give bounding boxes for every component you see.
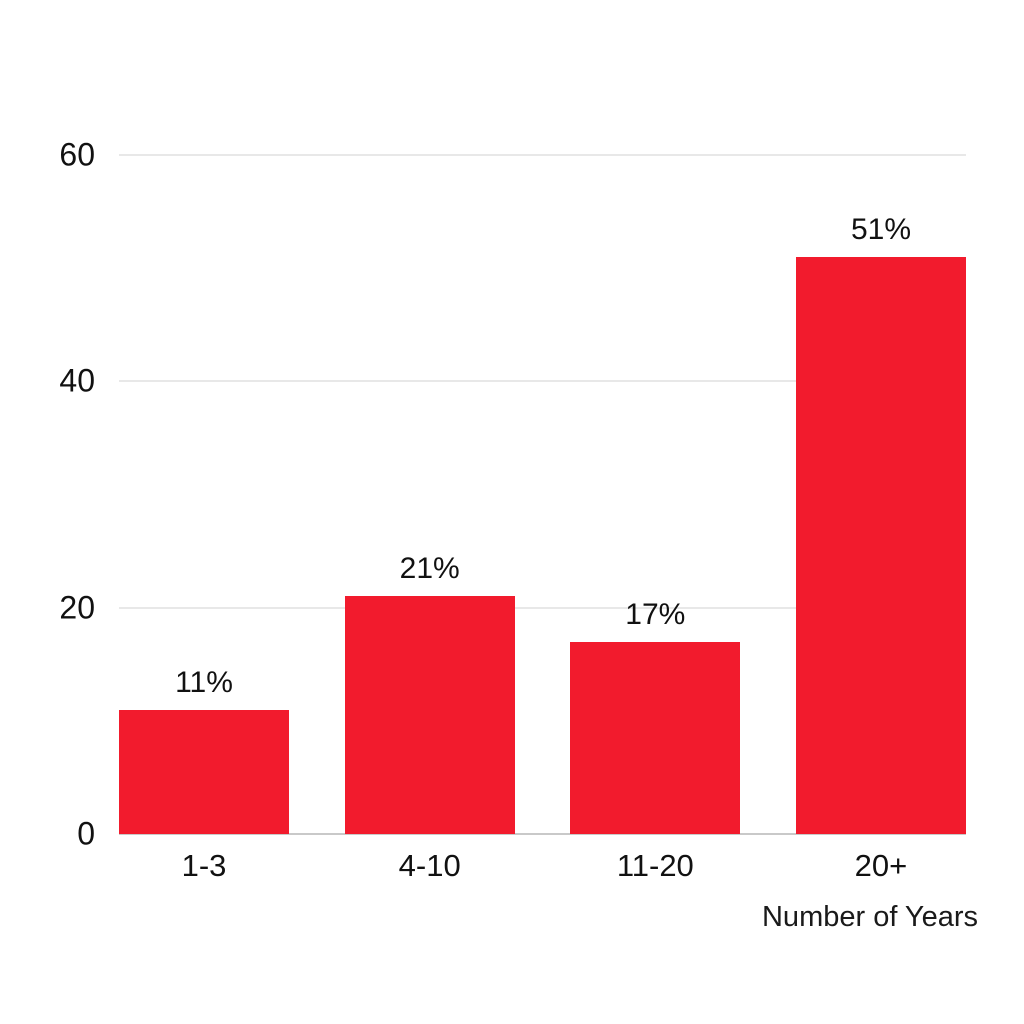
x-tick-label: 1-3 <box>181 848 227 883</box>
x-axis-baseline <box>119 833 966 835</box>
bar-value-label: 51% <box>850 212 911 246</box>
gridline <box>119 154 966 156</box>
bar-value-label: 11% <box>175 665 233 699</box>
bar-slot: 51% 20+ <box>795 155 966 883</box>
bar-slot: 11% 1-3 <box>119 155 289 883</box>
bar: 17% <box>570 598 741 834</box>
y-tick-label: 40 <box>59 362 95 399</box>
bar: 11% <box>119 666 289 834</box>
gridline <box>119 380 966 383</box>
bar-slot: 21% 4-10 <box>344 155 515 883</box>
bar-value-label: 17% <box>625 597 686 631</box>
x-tick-label: 20+ <box>854 848 908 883</box>
bar-value-label: 21% <box>399 552 460 586</box>
bar-slot: 17% 11-20 <box>570 155 741 883</box>
y-tick-label: 60 <box>59 136 95 173</box>
y-tick-label: 0 <box>77 815 95 852</box>
bar: 21% <box>344 552 515 834</box>
bar: 51% <box>795 213 966 834</box>
y-tick-label: 20 <box>59 589 95 626</box>
x-axis-title: Number of Years <box>761 901 979 933</box>
gridline <box>119 606 966 609</box>
plot-area: 11% 1-3 21% 4-10 17% 11-20 51% 20+ <box>119 155 966 883</box>
x-tick-label: 11-20 <box>616 848 694 883</box>
x-tick-label: 4-10 <box>398 848 461 883</box>
